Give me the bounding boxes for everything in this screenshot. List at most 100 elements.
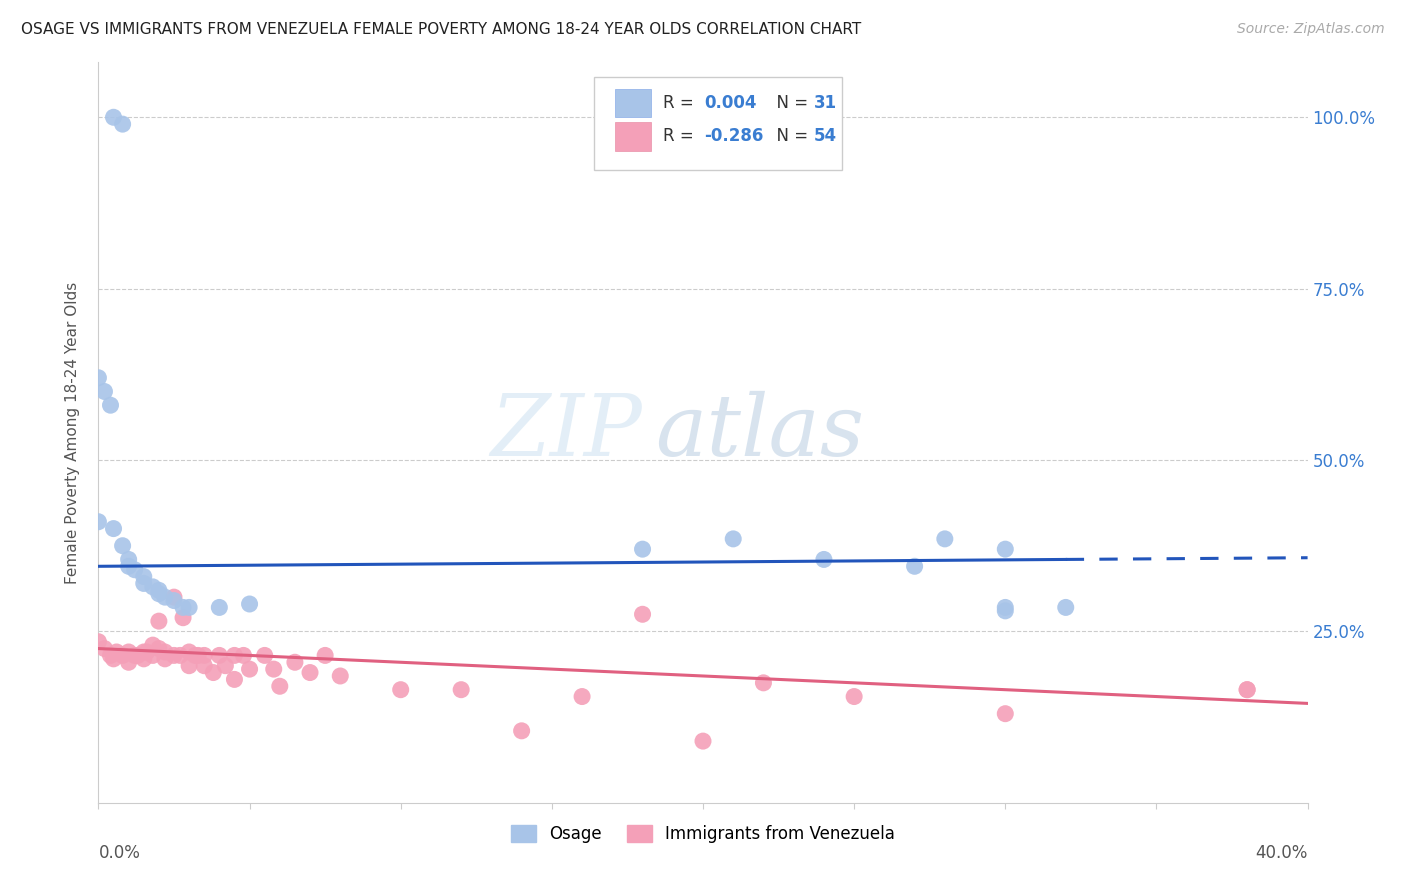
Point <box>118 655 141 669</box>
Point <box>87 371 110 385</box>
Point <box>103 652 125 666</box>
Point <box>153 645 176 659</box>
Point <box>105 645 128 659</box>
Text: OSAGE VS IMMIGRANTS FROM VENEZUELA FEMALE POVERTY AMONG 18-24 YEAR OLDS CORRELAT: OSAGE VS IMMIGRANTS FROM VENEZUELA FEMAL… <box>21 22 862 37</box>
Point <box>723 532 745 546</box>
Point <box>571 690 593 704</box>
Point <box>631 607 654 622</box>
Point <box>103 110 125 124</box>
Point <box>813 552 835 566</box>
Point <box>187 648 209 663</box>
Text: N =: N = <box>766 128 813 145</box>
Point <box>184 648 207 663</box>
Point <box>450 682 472 697</box>
Point <box>87 515 110 529</box>
Point <box>124 648 146 663</box>
Point <box>329 669 352 683</box>
Point <box>994 542 1017 557</box>
Point <box>118 559 141 574</box>
Point <box>263 662 285 676</box>
Point <box>202 665 225 680</box>
Point <box>934 532 956 546</box>
Point <box>163 648 186 663</box>
Point <box>124 563 146 577</box>
Point <box>100 398 122 412</box>
Point <box>1054 600 1077 615</box>
Point <box>100 648 122 663</box>
Point <box>510 723 533 738</box>
Point <box>239 597 262 611</box>
Point <box>208 648 231 663</box>
Point <box>631 542 654 557</box>
Point <box>314 648 336 663</box>
Point <box>93 641 115 656</box>
Point <box>132 576 155 591</box>
Point <box>153 590 176 604</box>
Point <box>142 648 165 663</box>
Point <box>142 638 165 652</box>
Text: N =: N = <box>766 95 813 112</box>
Point <box>224 673 246 687</box>
Bar <box>614 89 651 117</box>
Point <box>148 587 170 601</box>
Point <box>111 648 134 663</box>
Point <box>169 648 191 663</box>
Point <box>179 600 201 615</box>
Text: 54: 54 <box>814 128 838 145</box>
Text: Source: ZipAtlas.com: Source: ZipAtlas.com <box>1237 22 1385 37</box>
Text: 40.0%: 40.0% <box>1256 844 1308 862</box>
Point <box>179 645 201 659</box>
Point <box>389 682 412 697</box>
Point <box>93 384 115 399</box>
Point <box>224 648 246 663</box>
Point <box>208 600 231 615</box>
Text: atlas: atlas <box>655 392 863 474</box>
Point <box>269 679 291 693</box>
Legend: Osage, Immigrants from Venezuela: Osage, Immigrants from Venezuela <box>505 819 901 850</box>
Point <box>118 552 141 566</box>
Text: R =: R = <box>664 95 699 112</box>
Point <box>994 600 1017 615</box>
Point <box>994 604 1017 618</box>
Point <box>253 648 276 663</box>
Point <box>87 634 110 648</box>
Point <box>193 658 215 673</box>
Point <box>844 690 866 704</box>
Point <box>1236 682 1258 697</box>
Point <box>153 652 176 666</box>
Point <box>179 658 201 673</box>
Point <box>118 645 141 659</box>
Point <box>692 734 714 748</box>
Text: 0.004: 0.004 <box>704 95 756 112</box>
Point <box>148 583 170 598</box>
Point <box>103 522 125 536</box>
Point <box>172 610 194 624</box>
Point <box>299 665 322 680</box>
Point <box>148 614 170 628</box>
Point <box>111 117 134 131</box>
Point <box>172 600 194 615</box>
Point <box>239 662 262 676</box>
Point <box>163 593 186 607</box>
Point <box>132 569 155 583</box>
Point <box>132 652 155 666</box>
Point <box>127 648 149 663</box>
Point <box>904 559 927 574</box>
Point <box>135 645 157 659</box>
Bar <box>614 122 651 151</box>
Text: 0.0%: 0.0% <box>98 844 141 862</box>
Point <box>214 658 236 673</box>
FancyBboxPatch shape <box>595 78 842 169</box>
Point <box>284 655 307 669</box>
Point <box>111 539 134 553</box>
Text: -0.286: -0.286 <box>704 128 763 145</box>
Y-axis label: Female Poverty Among 18-24 Year Olds: Female Poverty Among 18-24 Year Olds <box>65 282 80 583</box>
Point <box>752 676 775 690</box>
Point <box>232 648 254 663</box>
Text: R =: R = <box>664 128 699 145</box>
Point <box>142 580 165 594</box>
Point <box>148 641 170 656</box>
Text: ZIP: ZIP <box>491 392 643 474</box>
Text: 31: 31 <box>814 95 838 112</box>
Point <box>994 706 1017 721</box>
